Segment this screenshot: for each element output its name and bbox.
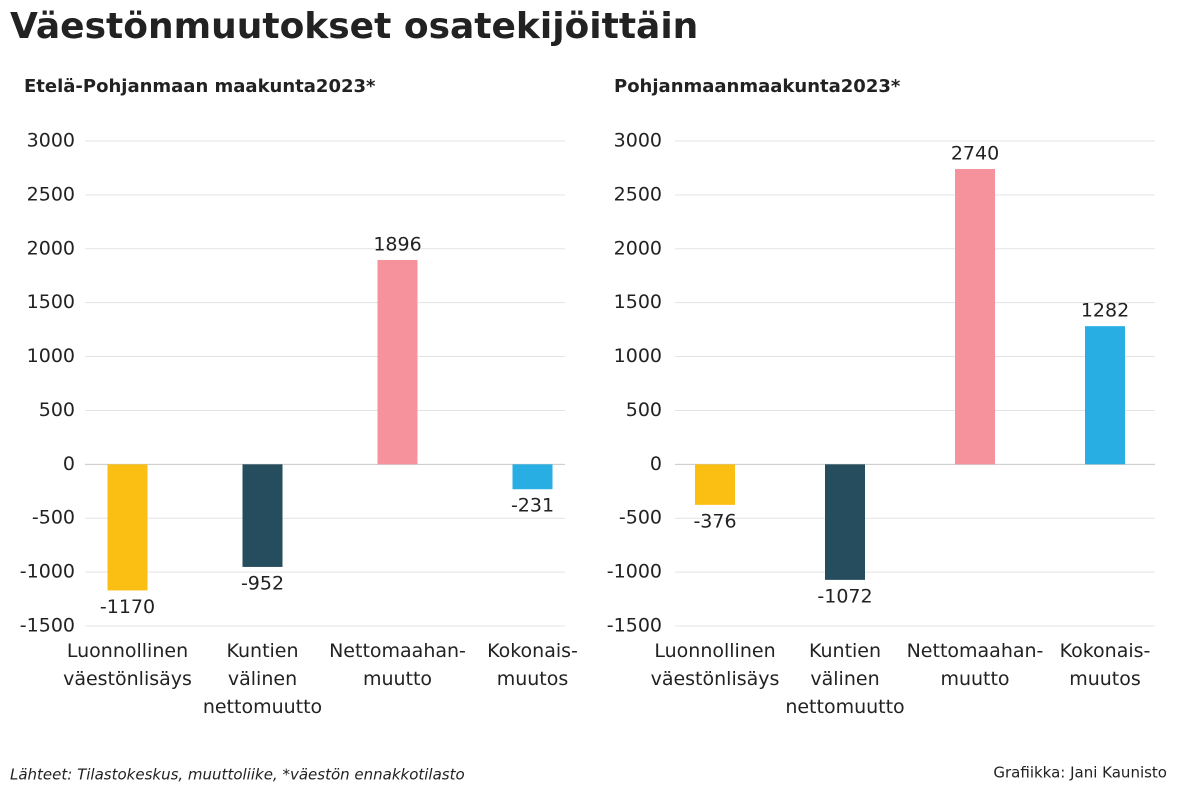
y-tick-label: -1000 [20,561,75,583]
value-label: -1170 [100,596,155,618]
value-label: -231 [511,495,554,517]
bar [955,169,995,465]
bar [107,464,148,591]
y-tick-label: 2000 [614,237,662,259]
y-tick-label: 1000 [27,345,75,367]
bar [1085,326,1125,465]
x-tick-label: Luonnollinen väestönlisäys [651,640,780,690]
x-tick-label: Luonnollinen väestönlisäys [63,640,192,690]
chart-title: Pohjanmaanmaakunta2023* [614,76,901,97]
y-tick-label: 3000 [614,130,662,152]
value-label: -1072 [817,585,872,607]
y-tick-label: -1500 [607,615,662,637]
bar [695,464,735,505]
y-tick-label: -1500 [20,615,75,637]
y-tick-label: 500 [626,399,662,421]
source: Lähteet: Tilastokeskus, muuttoliike, *vä… [10,766,465,784]
x-tick-label: Nettomaahan-muutto [329,640,466,690]
value-label: 1282 [1081,300,1129,322]
y-tick-label: 2000 [27,237,75,259]
x-tick-label: Nettomaahan-muutto [907,640,1044,690]
y-tick-label: 2500 [27,183,75,205]
bar [512,464,553,490]
y-tick-label: -500 [619,507,662,529]
value-label: 2740 [951,143,999,165]
y-tick-label: 2500 [614,183,662,205]
chart-title: Etelä-Pohjanmaan maakunta2023* [24,76,376,97]
y-tick-label: 1500 [614,291,662,313]
bar [825,464,865,580]
value-label: 1896 [373,233,421,255]
page-title: Väestönmuutokset osatekijöittäin [10,6,698,47]
y-tick-label: 1500 [27,291,75,313]
credit: Grafiikka: Jani Kaunisto [993,764,1167,782]
value-label: -376 [693,510,736,532]
y-tick-label: 500 [39,399,75,421]
bar [377,259,418,465]
value-label: -952 [241,572,284,594]
x-tick-label: Kokonais-muutos [1060,640,1151,690]
bar [242,464,283,567]
y-tick-label: 0 [63,453,75,475]
y-tick-label: 1000 [614,345,662,367]
y-tick-label: -1000 [607,561,662,583]
y-tick-label: 0 [650,453,662,475]
x-tick-label: Kuntien välinen nettomuutto [785,640,904,718]
y-tick-label: -500 [32,507,75,529]
y-tick-label: 3000 [27,130,75,152]
x-tick-label: Kuntien välinen nettomuutto [203,640,322,718]
x-tick-label: Kokonais-muutos [487,640,578,690]
